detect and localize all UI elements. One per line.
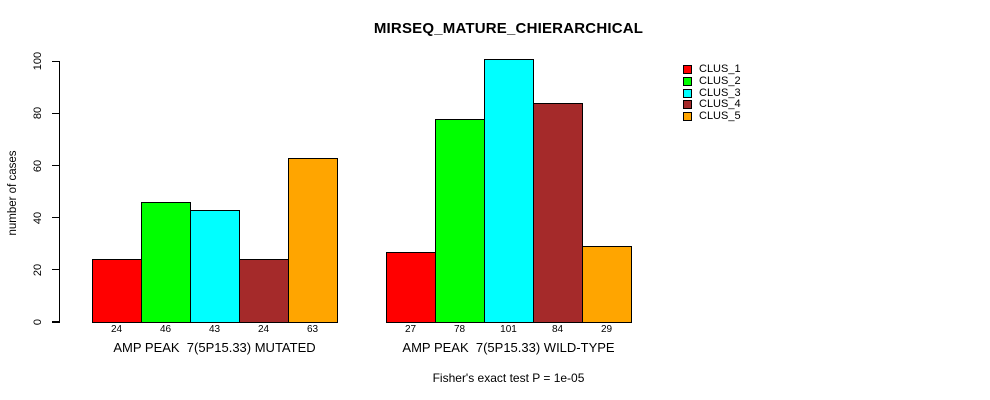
legend-swatch bbox=[683, 100, 692, 110]
legend-swatch bbox=[683, 77, 692, 87]
chart-title: MIRSEQ_MATURE_CHIERARCHICAL bbox=[373, 20, 644, 37]
bar-clus_3-group1 bbox=[190, 209, 240, 323]
y-tick-label: 60 bbox=[32, 159, 44, 172]
legend-item-clus_4: CLUS_4 bbox=[683, 99, 741, 111]
bar-clus_4-group2 bbox=[533, 103, 583, 323]
y-tick-label: 80 bbox=[32, 107, 44, 120]
bar-clus_1-group2 bbox=[386, 251, 436, 323]
bar-value-label: 101 bbox=[500, 324, 517, 335]
legend: CLUS_1 CLUS_2 CLUS_3 CLUS_4 CLUS_5 bbox=[683, 64, 741, 122]
y-tick-label: 20 bbox=[32, 263, 44, 276]
legend-swatch bbox=[683, 112, 692, 122]
bar-clus_4-group1 bbox=[239, 259, 289, 323]
legend-swatch bbox=[683, 88, 692, 98]
legend-item-clus_3: CLUS_3 bbox=[683, 87, 741, 99]
bar-value-label: 78 bbox=[453, 324, 466, 335]
legend-label: CLUS_3 bbox=[699, 86, 741, 99]
y-tick-mark bbox=[52, 60, 59, 62]
x-group-label: AMP PEAK 7(5P15.33) MUTATED bbox=[113, 340, 316, 355]
bar-value-label: 84 bbox=[551, 324, 564, 335]
bar-value-label: 27 bbox=[404, 324, 417, 335]
legend-swatch bbox=[683, 65, 692, 75]
legend-item-clus_5: CLUS_5 bbox=[683, 111, 741, 123]
bar-clus_2-group1 bbox=[141, 202, 191, 323]
y-tick-label: 0 bbox=[32, 318, 44, 326]
bar-value-label: 24 bbox=[257, 324, 270, 335]
bar-value-label: 43 bbox=[208, 324, 221, 335]
legend-item-clus_1: CLUS_1 bbox=[683, 64, 741, 76]
legend-label: CLUS_1 bbox=[699, 63, 741, 76]
y-tick-mark bbox=[52, 217, 59, 219]
bar-clus_2-group2 bbox=[435, 118, 485, 323]
footnote: Fisher's exact test P = 1e-05 bbox=[432, 371, 585, 385]
bar-clus_5-group1 bbox=[288, 157, 338, 323]
y-tick-mark bbox=[52, 164, 59, 167]
y-tick-mark bbox=[52, 321, 59, 323]
legend-label: CLUS_2 bbox=[699, 75, 741, 88]
bar-value-label: 46 bbox=[159, 324, 172, 335]
bar-clus_5-group2 bbox=[582, 246, 632, 323]
y-tick-label: 100 bbox=[32, 52, 44, 71]
bar-value-label: 63 bbox=[306, 324, 319, 335]
legend-label: CLUS_4 bbox=[699, 98, 741, 111]
y-tick-mark bbox=[52, 269, 59, 271]
bar-value-label: 29 bbox=[600, 324, 613, 335]
legend-item-clus_2: CLUS_2 bbox=[683, 76, 741, 88]
y-tick-mark bbox=[52, 112, 59, 115]
bar-clus_1-group1 bbox=[92, 259, 142, 323]
x-group-label: AMP PEAK 7(5P15.33) WILD-TYPE bbox=[402, 340, 615, 355]
bar-clus_3-group2 bbox=[484, 58, 534, 323]
bar-value-label: 24 bbox=[110, 324, 123, 335]
y-axis-line bbox=[58, 61, 60, 323]
legend-label: CLUS_5 bbox=[699, 110, 741, 123]
y-tick-label: 40 bbox=[32, 211, 44, 224]
